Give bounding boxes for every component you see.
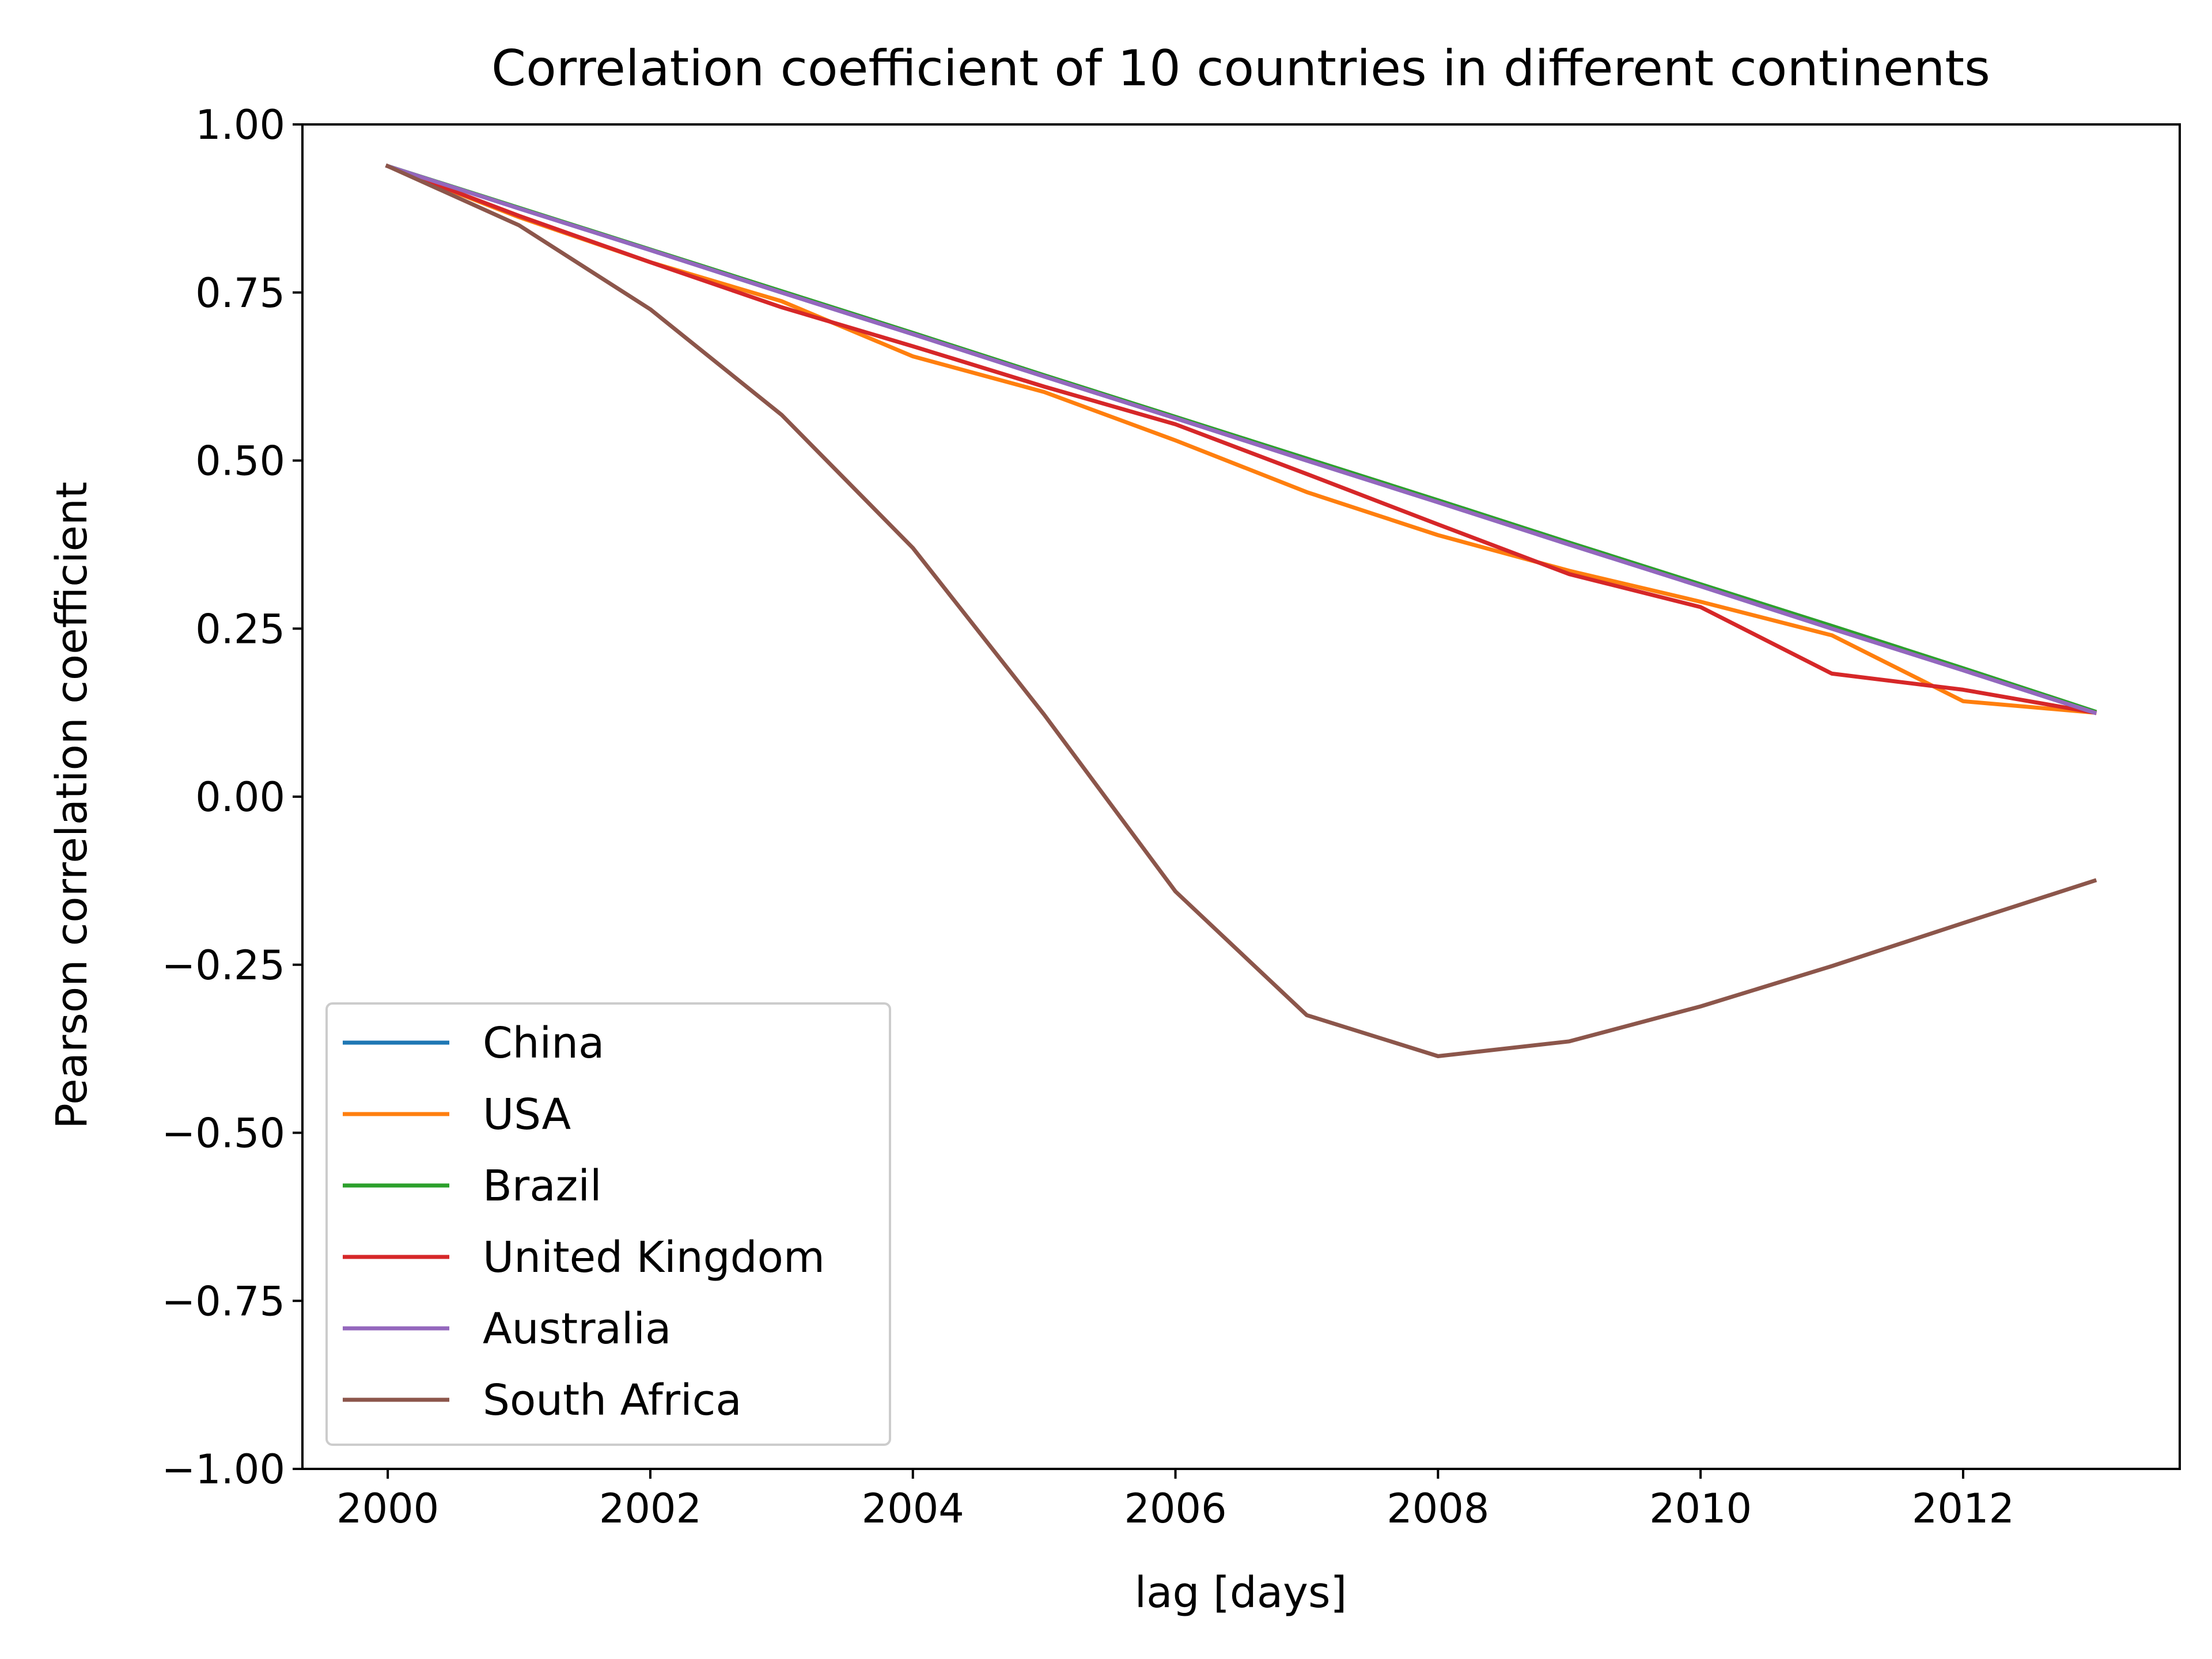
y-tick-label: 1.00 bbox=[195, 101, 285, 149]
series-lines bbox=[385, 163, 2097, 1058]
x-tick-label: 2008 bbox=[1387, 1485, 1489, 1532]
legend-label: Australia bbox=[483, 1304, 671, 1354]
legend-label: China bbox=[483, 1018, 604, 1068]
y-tick-label: −0.75 bbox=[161, 1278, 285, 1325]
chart-title: Correlation coefficient of 10 countries … bbox=[491, 40, 1990, 97]
plot-frame bbox=[301, 123, 2181, 1470]
y-axis-label: Pearson correlation coefficient bbox=[47, 482, 97, 1129]
x-tick-label: 2004 bbox=[862, 1485, 964, 1532]
legend-label: United Kingdom bbox=[483, 1233, 825, 1282]
x-tick-label: 2010 bbox=[1649, 1485, 1752, 1532]
y-tick-label: 0.75 bbox=[195, 270, 285, 317]
x-tick-label: 2006 bbox=[1124, 1485, 1226, 1532]
y-tick-label: −0.25 bbox=[161, 942, 285, 989]
legend: China USA Brazil United Kingdom Australia Sou… bbox=[325, 1002, 891, 1446]
x-tick-label: 2000 bbox=[336, 1485, 439, 1532]
legend-box bbox=[325, 1002, 891, 1446]
x-tick-label: 2012 bbox=[1912, 1485, 2014, 1532]
y-tick-label: −0.50 bbox=[161, 1110, 285, 1157]
y-tick-label: 0.50 bbox=[195, 438, 285, 485]
y-tick-label: −1.00 bbox=[161, 1446, 285, 1493]
legend-label: USA bbox=[483, 1090, 571, 1139]
legend-label: South Africa bbox=[483, 1376, 742, 1425]
x-axis-label: lag [days] bbox=[1135, 1568, 1347, 1618]
series-line-united-kingdom bbox=[385, 163, 2097, 715]
legend-label: Brazil bbox=[483, 1161, 602, 1211]
axis-ticks: 2000 2002 2004 2006 2008 2010 2012 −1.00 −0.75 −0… bbox=[161, 101, 2014, 1532]
series-line-australia bbox=[385, 163, 2097, 715]
x-tick-label: 2002 bbox=[599, 1485, 702, 1532]
series-line-south-africa bbox=[385, 163, 2097, 1058]
y-tick-label: 0.25 bbox=[195, 605, 285, 653]
y-tick-label: 0.00 bbox=[195, 774, 285, 821]
